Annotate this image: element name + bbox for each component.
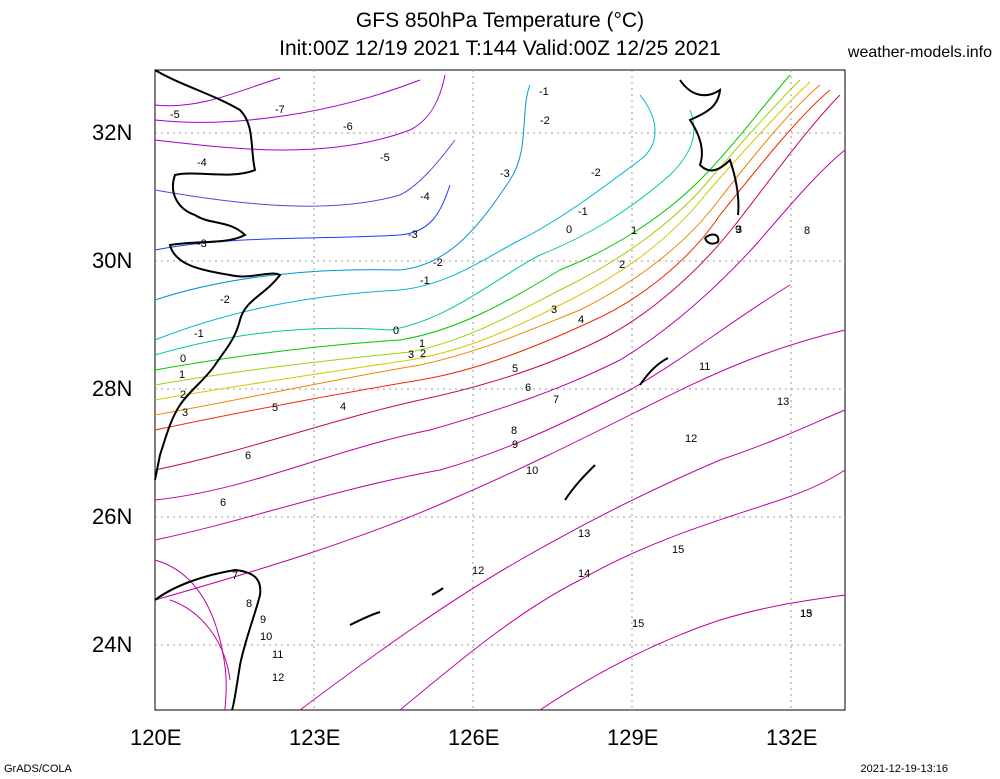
contour-label: 2 <box>619 259 625 271</box>
source-label: weather-models.info <box>847 44 992 61</box>
map-title: GFS 850hPa Temperature (°C) <box>355 9 645 32</box>
contour-label: -2 <box>591 167 601 179</box>
lon-label-126e: 126E <box>448 725 500 750</box>
graticule <box>155 70 845 710</box>
contour-label: 2 <box>180 389 186 401</box>
contour-label: 13 <box>777 396 789 408</box>
contour-label: -1 <box>420 275 430 287</box>
contour-label: 15 <box>632 618 644 630</box>
contour-label: -3 <box>500 168 510 180</box>
contour-label: -7 <box>275 104 285 116</box>
contour-label: 3 <box>736 224 742 236</box>
lat-label-32n: 32N <box>92 120 133 145</box>
contour-label: 9 <box>735 224 741 236</box>
contour-lines <box>154 74 846 711</box>
contour-label: 0 <box>393 325 399 337</box>
lon-label-123e: 123E <box>289 725 341 750</box>
contour-label: 4 <box>340 401 346 413</box>
contour-label: 0 <box>566 224 572 236</box>
contour-label: 10 <box>526 465 538 477</box>
lon-label-132e: 132E <box>766 725 818 750</box>
contour-label: 2 <box>420 348 426 360</box>
contour-label: -6 <box>343 121 353 133</box>
contour-label: 8 <box>246 598 252 610</box>
contour-label: 15 <box>672 544 684 556</box>
map-subtitle: Init:00Z 12/19 2021 T:144 Valid:00Z 12/2… <box>279 37 721 60</box>
contour-label: 6 <box>220 497 226 509</box>
lon-label-129e: 129E <box>607 725 659 750</box>
contour-label: -5 <box>170 109 180 121</box>
contour-label: 15 <box>800 608 812 620</box>
contour-label: -2 <box>540 115 550 127</box>
coastlines <box>154 69 740 711</box>
contour-label: 7 <box>232 570 238 582</box>
contour-label: 9 <box>512 439 518 451</box>
contour-label: 5 <box>272 402 278 414</box>
contour-label: 13 <box>578 528 590 540</box>
contour-label: -5 <box>380 152 390 164</box>
contour-label: 13 <box>800 608 812 620</box>
contour-label: -3 <box>197 238 207 250</box>
contour-label: -3 <box>408 229 418 241</box>
contour-label: -1 <box>194 328 204 340</box>
footer-software: GrADS/COLA <box>4 763 72 775</box>
lon-label-120e: 120E <box>130 725 182 750</box>
contour-label: -1 <box>578 206 588 218</box>
contour-label: 9 <box>260 614 266 626</box>
lat-label-24n: 24N <box>92 632 133 657</box>
contour-label: 5 <box>512 363 518 375</box>
contour-label: 3 <box>551 304 557 316</box>
contour-label: 12 <box>272 672 284 684</box>
contour-label: 1 <box>631 225 637 237</box>
contour-label: 1 <box>419 338 425 350</box>
contour-label: 1 <box>179 369 185 381</box>
contour-label: 11 <box>272 649 283 661</box>
contour-label: 6 <box>525 382 531 394</box>
contour-label: 3 <box>182 407 188 419</box>
contour-label: -4 <box>197 157 207 169</box>
contour-label: 6 <box>245 450 251 462</box>
contour-label: 12 <box>472 565 484 577</box>
lat-label-30n: 30N <box>92 248 133 273</box>
contour-label: 7 <box>553 394 559 406</box>
contour-labels: -7-6-5-5-4-4-3-3-3-2-2-2-2-1-1-1-1000111… <box>170 86 812 684</box>
lat-label-26n: 26N <box>92 504 133 529</box>
contour-label: 12 <box>685 433 697 445</box>
contour-label: 14 <box>578 568 590 580</box>
contour-label: 8 <box>804 225 810 237</box>
lat-label-28n: 28N <box>92 376 133 401</box>
footer-timestamp: 2021-12-19-13:16 <box>860 763 948 775</box>
contour-label: 10 <box>260 631 272 643</box>
contour-label: -4 <box>420 191 430 203</box>
contour-label: 8 <box>511 425 517 437</box>
contour-label: 4 <box>578 314 584 326</box>
contour-label: 3 <box>408 349 414 361</box>
contour-label: 0 <box>180 353 186 365</box>
contour-label: 11 <box>699 361 710 373</box>
contour-label: -1 <box>539 86 549 98</box>
map-frame <box>154 69 846 711</box>
contour-label: -2 <box>433 257 443 269</box>
contour-label: -2 <box>220 294 230 306</box>
